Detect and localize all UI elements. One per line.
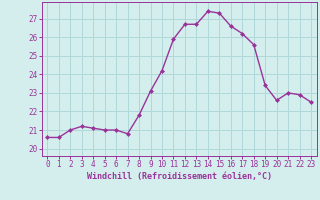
X-axis label: Windchill (Refroidissement éolien,°C): Windchill (Refroidissement éolien,°C) [87, 172, 272, 181]
